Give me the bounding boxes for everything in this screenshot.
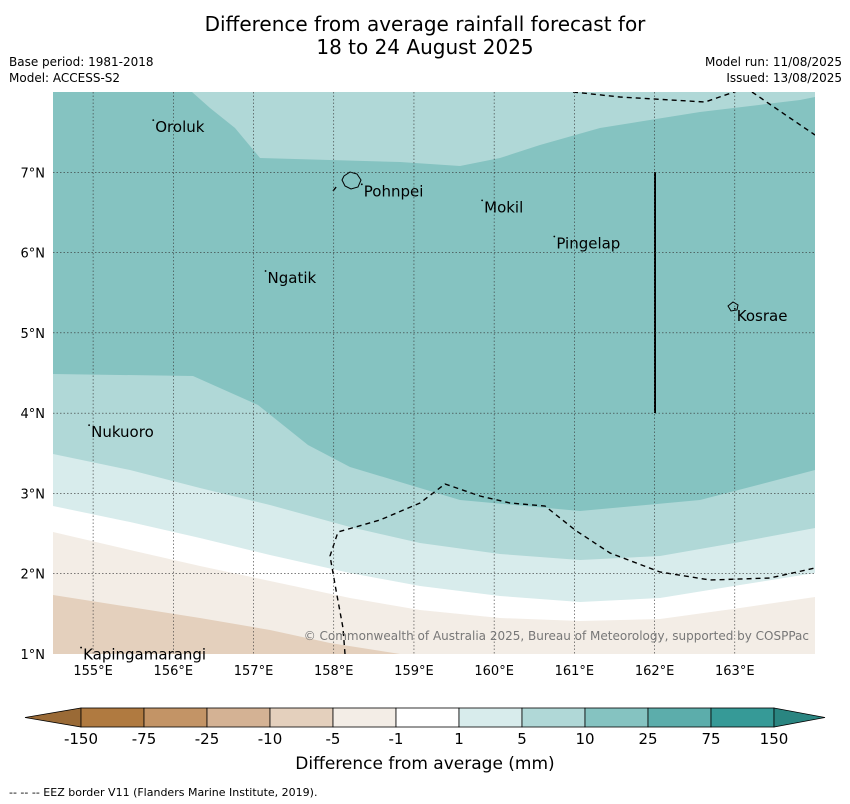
lat-tick-label: 6°N [21, 247, 46, 262]
place-marker [80, 646, 82, 649]
colorbar-swatch [395, 707, 460, 728]
colorbar-label: 150 [760, 730, 789, 748]
colorbar-swatch [647, 707, 712, 728]
place-labels: Oroluk Pohnpei Mokil Pingelap Ngatik Kosrae Nu… [80, 118, 788, 664]
meta-left: Base period: 1981-2018 Model: ACCESS-S2 [9, 54, 154, 86]
kosrae-island-outline [727, 301, 739, 312]
colorbar-label: -5 [326, 730, 341, 748]
place-label: Pohnpei [364, 182, 424, 200]
base-period-text: Base period: 1981-2018 [9, 55, 154, 69]
lat-tick-label: 4°N [21, 407, 46, 422]
colorbar-swatch [458, 707, 523, 728]
colorbar-label: -25 [195, 730, 220, 748]
lat-tick-label: 1°N [21, 648, 46, 663]
lat-tick-label: 3°N [21, 487, 46, 502]
lat-tick-label: 7°N [21, 166, 46, 181]
place-marker [264, 270, 267, 272]
colorbar-swatch [710, 707, 775, 728]
colorbar-swatch [584, 707, 649, 728]
colorbar-label: 10 [575, 730, 594, 748]
colorbar-label: -10 [258, 730, 283, 748]
lon-tick-label: 159°E [394, 664, 434, 679]
place-marker [481, 199, 484, 202]
axis-ticks: 155°E 156°E 157°E 158°E 159°E 160°E 161°E 162°E… [21, 166, 755, 679]
copyright-text: © Commonwealth of Australia 2025, Bureau… [304, 629, 809, 643]
place-label: Mokil [484, 198, 523, 216]
place-marker [360, 183, 363, 186]
lon-tick-label: 157°E [234, 664, 274, 679]
lat-tick-label: 5°N [21, 327, 46, 342]
meta-right: Model run: 11/08/2025 Issued: 13/08/2025 [705, 54, 842, 86]
footnote: -- -- -- EEZ border V11 (Flanders Marine… [9, 786, 318, 799]
lon-tick-label: 158°E [314, 664, 354, 679]
place-marker [553, 235, 556, 238]
colorbar-label: 1 [454, 730, 464, 748]
colorbar-label: -150 [64, 730, 98, 748]
colorbar-label: -1 [389, 730, 404, 748]
colorbar-labels: -150 -75 -25 -10 -5 -1 1 5 10 25 75 150 [64, 730, 788, 748]
colorbar-label: 25 [638, 730, 657, 748]
colorbar-label: 75 [701, 730, 720, 748]
colorbar-over-arrow [773, 707, 826, 728]
model-run-text: Model run: 11/08/2025 [704, 55, 842, 69]
place-label: Nukuoro [91, 423, 154, 441]
colorbar-title: Difference from average (mm) [295, 754, 555, 774]
graticule [53, 92, 815, 654]
colorbar-swatches [24, 707, 826, 728]
map-title: Difference from average rainfall forecas… [0, 13, 850, 59]
lon-tick-label: 163°E [715, 664, 755, 679]
rainfall-field [53, 92, 815, 654]
place-label: Ngatik [268, 269, 317, 287]
model-text: Model: ACCESS-S2 [9, 71, 121, 85]
colorbar-swatch [206, 707, 271, 728]
lon-tick-label: 160°E [474, 664, 514, 679]
lon-tick-label: 162°E [635, 664, 675, 679]
lat-tick-label: 2°N [21, 568, 46, 583]
colorbar-swatch [332, 707, 397, 728]
colorbar-label: -75 [132, 730, 157, 748]
issued-text: Issued: 13/08/2025 [726, 71, 842, 85]
lon-tick-label: 156°E [154, 664, 194, 679]
colorbar-swatch [269, 707, 334, 728]
place-label: Kosrae [737, 307, 788, 325]
lon-tick-label: 155°E [73, 664, 113, 679]
place-label: Kapingamarangi [83, 646, 206, 664]
colorbar-swatch [143, 707, 208, 728]
pohnpei-island-outline [341, 171, 362, 190]
title-line-1: Difference from average rainfall forecas… [204, 12, 646, 36]
place-marker [733, 307, 736, 310]
colorbar-label: 5 [517, 730, 527, 748]
band-5-10-north [192, 92, 815, 166]
place-marker [152, 119, 155, 121]
place-marker [88, 424, 90, 427]
colorbar-under-arrow [24, 707, 82, 728]
place-label: Oroluk [155, 118, 204, 136]
band-minus-10-minus-5 [53, 595, 400, 654]
colorbar-swatch [80, 707, 145, 728]
place-label: Pingelap [556, 235, 620, 253]
band-minus-5-minus-1 [53, 532, 815, 654]
title-line-2: 18 to 24 August 2025 [316, 35, 534, 59]
map: Oroluk Pohnpei Mokil Pingelap Ngatik Kosrae Nu… [21, 92, 815, 679]
lon-tick-label: 161°E [555, 664, 595, 679]
colorbar-swatch [521, 707, 586, 728]
colorbar: -150 -75 -25 -10 -5 -1 1 5 10 25 75 150 [24, 707, 826, 748]
